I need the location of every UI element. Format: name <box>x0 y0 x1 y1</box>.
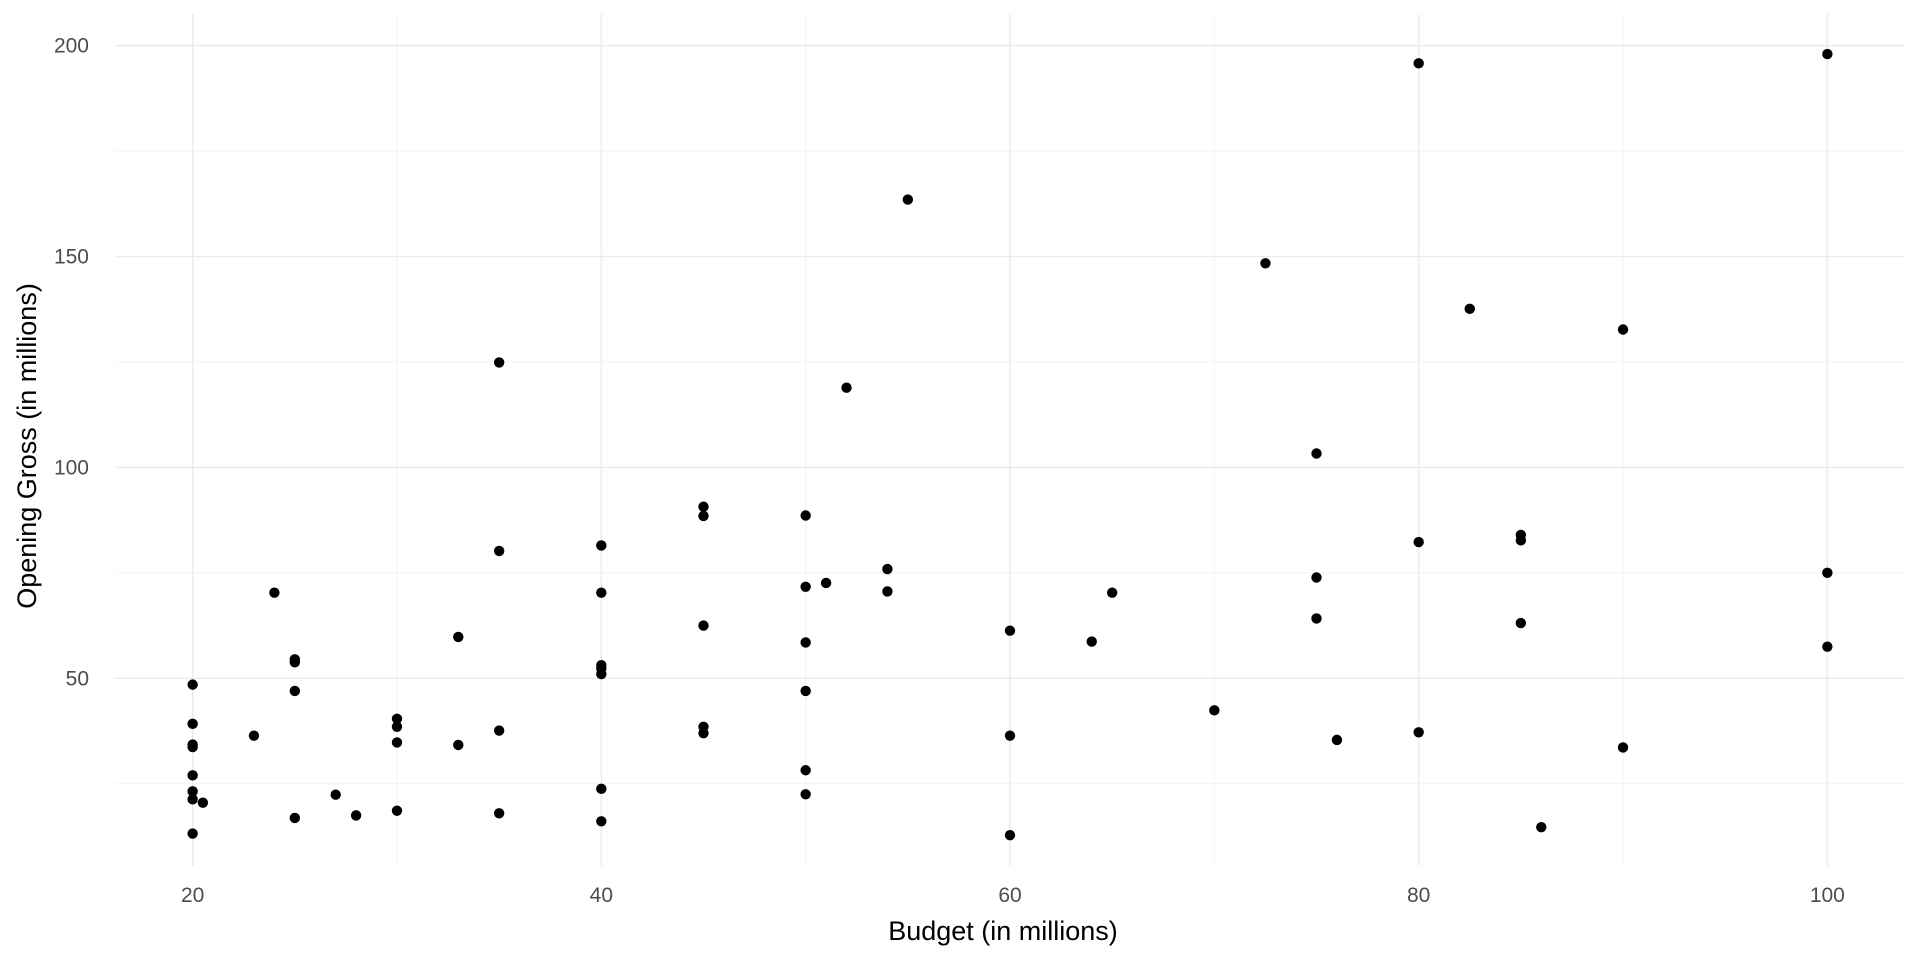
scatter-point <box>800 637 811 648</box>
scatter-point <box>1004 730 1016 741</box>
scatter-point <box>698 501 709 512</box>
scatter-point <box>391 805 403 816</box>
x-tick-label: 40 <box>590 884 613 907</box>
scatter-point <box>493 357 505 368</box>
scatter-point <box>1311 613 1322 624</box>
scatter-point <box>187 718 198 730</box>
scatter-point <box>882 586 893 597</box>
scatter-point <box>187 794 198 805</box>
scatter-point <box>800 510 811 521</box>
scatter-point <box>187 828 198 839</box>
scatter-point <box>596 587 607 598</box>
scatter-point <box>197 797 209 808</box>
scatter-point <box>902 194 914 205</box>
scatter-point <box>596 783 607 795</box>
scatter-point <box>1086 636 1097 647</box>
scatter-point <box>350 810 362 821</box>
scatter-point <box>187 786 198 797</box>
scatter-point <box>882 563 893 575</box>
scatter-point <box>493 545 505 557</box>
scatter-point <box>596 668 607 680</box>
scatter-point <box>1822 641 1833 652</box>
scatter-point <box>1822 567 1833 579</box>
scatter-point <box>1209 705 1220 716</box>
scatter-point <box>1331 734 1343 746</box>
scatter-point <box>187 679 198 690</box>
scatter-point <box>289 812 301 824</box>
scatter-point <box>1260 258 1271 269</box>
scatter-point <box>800 765 811 776</box>
scatter-point <box>493 725 505 736</box>
y-axis-ticks: 50 100 150 200 <box>54 35 89 691</box>
x-tick-label: 100 <box>1810 884 1845 907</box>
scatter-point <box>1464 303 1475 315</box>
scatter-point <box>800 685 811 697</box>
y-tick-label: 150 <box>54 246 89 269</box>
x-axis-title: Budget (in millions) <box>888 916 1118 946</box>
scatter-point <box>1004 830 1016 841</box>
scatter-point <box>248 730 260 741</box>
scatter-point <box>1617 742 1629 753</box>
scatter-point <box>698 727 709 739</box>
scatter-point <box>391 737 403 748</box>
scatter-point <box>453 631 464 643</box>
scatter-point <box>330 789 341 800</box>
scatter-point <box>289 685 301 697</box>
scatter-point <box>1515 617 1527 629</box>
scatter-point <box>269 587 280 598</box>
scatter-point <box>289 657 301 668</box>
scatter-point <box>453 739 464 751</box>
y-axis-title: Opening Gross (in millions) <box>12 283 42 609</box>
scatter-point <box>1413 727 1424 738</box>
scatter-point <box>800 789 811 800</box>
scatter-point <box>698 510 709 522</box>
scatter-point <box>1106 587 1118 598</box>
scatter-point <box>187 741 198 753</box>
scatter-point <box>493 808 505 819</box>
y-tick-label: 50 <box>66 667 89 690</box>
y-tick-label: 200 <box>54 35 89 58</box>
scatter-point <box>1617 324 1629 335</box>
scatter-point <box>391 713 403 724</box>
grid-lines <box>115 14 1905 866</box>
data-points <box>187 48 1833 841</box>
scatter-point <box>596 540 607 551</box>
scatter-point <box>187 770 198 781</box>
scatter-point <box>1004 625 1016 636</box>
scatter-point <box>391 721 403 733</box>
scatter-point <box>596 816 607 827</box>
x-tick-label: 80 <box>1407 884 1430 907</box>
x-tick-label: 20 <box>181 884 204 907</box>
scatter-point <box>1822 48 1833 60</box>
scatter-point <box>1413 58 1424 69</box>
scatter-point <box>1536 821 1547 833</box>
scatter-point <box>1515 535 1527 546</box>
y-tick-label: 100 <box>54 456 89 479</box>
scatter-point <box>841 382 852 393</box>
x-axis-ticks: 20 40 60 80 100 <box>181 884 1845 907</box>
x-tick-label: 60 <box>998 884 1021 907</box>
scatter-point <box>820 577 832 589</box>
scatter-point <box>698 620 709 631</box>
scatter-point <box>800 581 811 592</box>
scatter-point <box>1413 536 1424 548</box>
scatter-point <box>1311 448 1322 459</box>
scatter-point <box>1311 572 1322 583</box>
